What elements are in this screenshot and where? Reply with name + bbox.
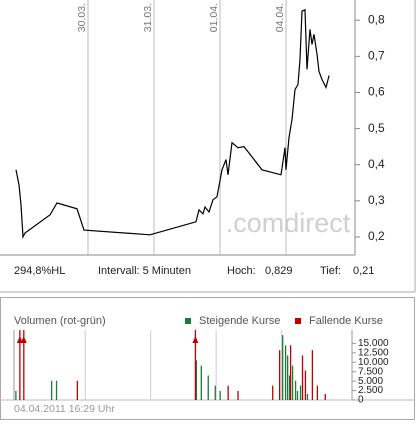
volume-bar <box>76 380 78 400</box>
volume-bar <box>55 380 58 400</box>
volume-bar <box>195 360 198 400</box>
volume-bar <box>272 385 274 400</box>
x-tick-label: 31.03. <box>142 3 154 32</box>
volume-bar <box>296 390 299 400</box>
volume-bar <box>282 335 284 400</box>
legend-swatch <box>185 318 191 324</box>
stat: Tief: <box>320 265 341 277</box>
stat: Intervall: 5 Minuten <box>98 265 191 277</box>
price-line <box>15 8 330 240</box>
volume-bar <box>306 393 309 400</box>
y-tick-label: 0,6 <box>368 85 385 99</box>
volume-title: Volumen (rot-grün) <box>14 315 106 327</box>
volume-bar <box>194 330 197 400</box>
y-tick-label: 10.000 <box>358 357 389 368</box>
volume-bar <box>286 355 289 400</box>
overflow-arrow <box>20 336 27 343</box>
legend-label: Fallende Kurse <box>309 315 383 327</box>
volume-bar <box>279 350 281 400</box>
x-tick-label: 04.04. <box>274 3 286 32</box>
volume-bar <box>207 375 209 400</box>
volume-bar <box>50 380 53 400</box>
volume-bar <box>299 385 302 400</box>
volume-bar <box>316 385 319 400</box>
y-tick-label: 0 <box>358 395 364 406</box>
volume-bar <box>304 370 307 400</box>
volume-bar <box>284 345 287 400</box>
volume-bar <box>311 350 314 400</box>
y-tick-label: 0,5 <box>368 121 385 135</box>
volume-bar <box>289 345 292 400</box>
y-tick-label: 12.500 <box>358 347 389 358</box>
y-tick-label: 0,3 <box>368 193 385 207</box>
volume-bar <box>324 393 326 400</box>
volume-bar <box>214 385 216 400</box>
stat: 0,21 <box>353 265 374 277</box>
panel-border <box>0 297 415 420</box>
volume-bar <box>301 355 304 400</box>
y-tick-label: 7.500 <box>358 366 383 377</box>
y-tick-label: 0,7 <box>368 49 385 63</box>
volume-bar <box>288 375 291 400</box>
volume-bar <box>294 380 297 400</box>
stat: 0,829 <box>265 265 293 277</box>
volume-bar <box>19 330 21 400</box>
volume-bar <box>15 390 17 400</box>
timestamp: 04.04.2011 16:29 Uhr <box>14 403 115 415</box>
legend-swatch <box>295 318 301 324</box>
volume-bar <box>219 390 221 400</box>
overflow-arrow <box>16 336 23 343</box>
legend-label: Steigende Kurse <box>199 315 280 327</box>
stat: Hoch: <box>227 265 256 277</box>
y-tick-label: 0,4 <box>368 157 385 171</box>
y-tick-label: 0,2 <box>368 229 385 243</box>
y-tick-label: 0,8 <box>368 12 385 26</box>
y-tick-label: 5.000 <box>358 376 383 387</box>
volume-bar <box>291 365 294 400</box>
x-tick-label: 01.04. <box>208 3 220 32</box>
y-tick-label: 15.000 <box>358 338 389 349</box>
bars <box>15 330 326 400</box>
stat: 294,8%HL <box>14 265 65 277</box>
volume-bar <box>200 365 202 400</box>
volume-bar <box>237 390 239 400</box>
overflow-arrow <box>192 336 199 343</box>
x-tick-label: 30.03. <box>76 3 88 32</box>
watermark: .comdirect <box>226 208 351 238</box>
volume-bar <box>23 330 25 400</box>
y-tick-label: 2.500 <box>358 385 383 396</box>
volume-bar <box>227 385 229 400</box>
